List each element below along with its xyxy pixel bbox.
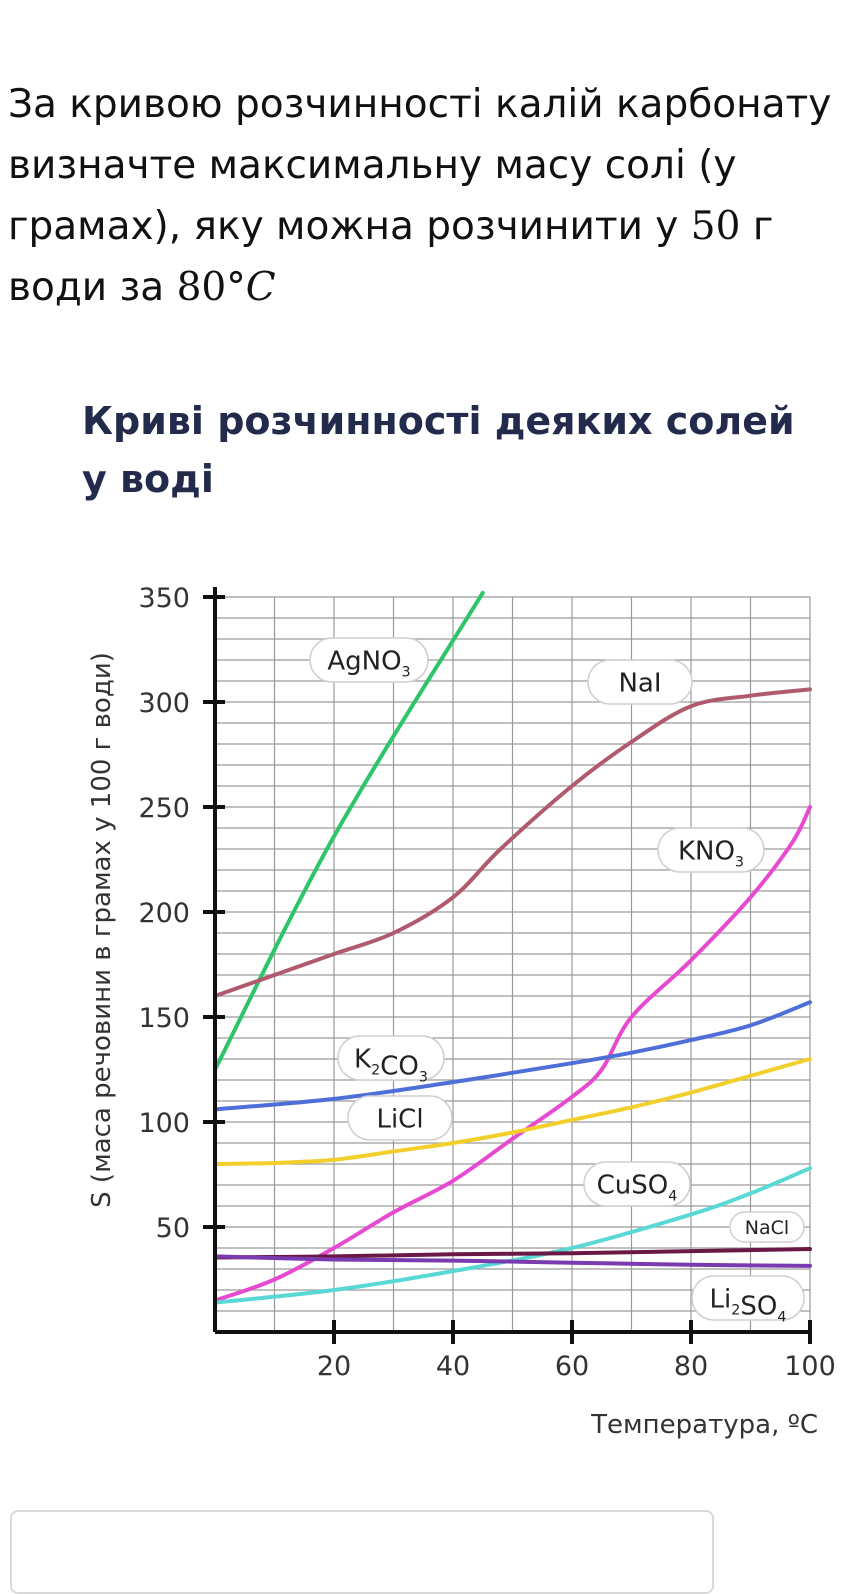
series-label-pill (337, 1035, 445, 1081)
chart-series-labels: AgNO3 NaI KNO3 K2CO3 LiCl CuSO4 NaCl Li2SO4 (309, 637, 805, 1325)
chart-axes: 50 100 150 200 250 300 350 20 40 60 80 100 (138, 583, 835, 1382)
series-label-text: NaCl (745, 1217, 789, 1239)
y-tick-label: 50 (156, 1213, 190, 1244)
question-temperature-unit: C (245, 265, 276, 310)
x-tick-label: 100 (784, 1351, 836, 1382)
x-tick-label: 20 (317, 1351, 351, 1382)
series-label-pill (657, 827, 765, 873)
series-label-pill (691, 1275, 805, 1321)
question-text-part-2: г води за (8, 204, 774, 310)
series-line-kno3 (213, 805, 812, 1303)
series-label-pill (309, 637, 429, 683)
series-label-text: K2CO3 (354, 1044, 428, 1085)
series-line-licl (213, 1057, 812, 1166)
x-tick-label: 80 (674, 1351, 708, 1382)
answer-input[interactable] (10, 1510, 714, 1594)
x-axis-title: Температура, ºC (590, 1410, 818, 1440)
x-tick-label: 40 (436, 1351, 470, 1382)
x-tick-label: 60 (555, 1351, 589, 1382)
question-text-part-1: За кривою розчинності калій карбонату ви… (8, 82, 832, 249)
series-label-pill (587, 659, 693, 705)
series-label-pill (347, 1095, 453, 1141)
y-axis-title: S (маса речовини в грамах у 100 г води) (87, 652, 117, 1208)
series-label-li2so4: Li2SO4 (691, 1275, 805, 1325)
chart-title: Криві розчинності деяких солей у воді (82, 399, 795, 501)
series-label-cuso4: CuSO4 (583, 1161, 691, 1207)
series-label-licl: LiCl (347, 1095, 453, 1141)
series-label-k2co3: K2CO3 (337, 1035, 445, 1085)
y-tick-label: 100 (138, 1108, 190, 1139)
series-label-agno3: AgNO3 (309, 637, 429, 683)
series-line-k2co3 (213, 1000, 812, 1112)
question-text: За кривою розчинності калій карбонату ви… (8, 74, 858, 318)
y-tick-label: 250 (138, 793, 190, 824)
series-label-text: NaI (618, 668, 661, 698)
series-line-agno3 (213, 590, 485, 1072)
y-tick-label: 350 (138, 583, 190, 614)
series-label-text: AgNO3 (327, 646, 410, 680)
y-tick-label: 150 (138, 1003, 190, 1034)
series-line-li2so4 (213, 1254, 812, 1268)
series-label-pill (583, 1161, 691, 1207)
y-tick-label: 200 (138, 898, 190, 929)
series-label-text: LiCl (376, 1104, 423, 1134)
y-tick-label: 300 (138, 688, 190, 719)
series-line-nacl (213, 1247, 812, 1260)
question-temperature-value: 80° (176, 265, 246, 310)
solubility-chart: AgNO3 NaI KNO3 K2CO3 LiCl CuSO4 NaCl Li2SO4 50 1… (87, 583, 836, 1440)
chart-lines (213, 590, 812, 1305)
series-label-text: KNO3 (678, 836, 744, 870)
series-label-nai: NaI (587, 659, 693, 705)
series-label-nacl: NaCl (729, 1211, 805, 1243)
series-line-nai (213, 687, 812, 998)
series-label-pill (729, 1211, 805, 1243)
question-mass-value: 50 (690, 204, 741, 249)
series-label-text: CuSO4 (597, 1170, 678, 1204)
series-label-text: Li2SO4 (710, 1284, 787, 1325)
series-label-kno3: KNO3 (657, 827, 765, 873)
